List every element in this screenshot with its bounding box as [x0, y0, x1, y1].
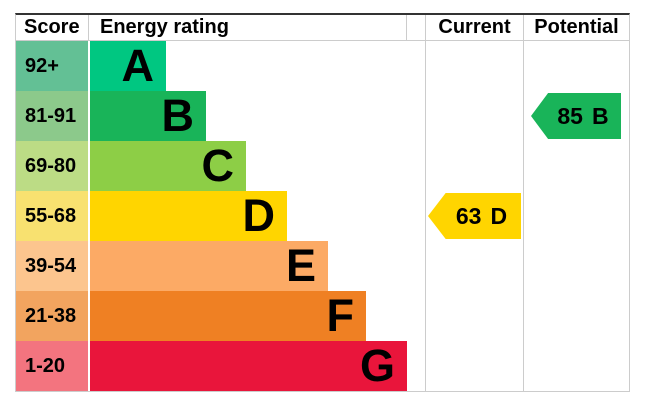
band-letter: G	[359, 340, 395, 391]
band-row: 92+ A	[16, 41, 629, 91]
band-letter: E	[285, 240, 316, 291]
header-spacer	[407, 15, 426, 40]
band-row: 81-91 B	[16, 91, 629, 141]
band-score-range: 55-68	[16, 191, 88, 241]
epc-chart-table: Score Energy rating Current Potential 92…	[15, 13, 630, 392]
current-rating-letter: D	[490, 202, 508, 229]
band-row: 39-54 E	[16, 241, 629, 291]
chart-body: 92+ A 81-91 B 69-80 C 55-68 D 39-54 E 21…	[16, 41, 629, 391]
band-letter: A	[121, 40, 155, 91]
potential-rating-letter: B	[591, 102, 609, 129]
current-column-divider	[425, 41, 426, 391]
header-score: Score	[16, 15, 89, 40]
potential-column-divider	[523, 41, 524, 391]
band-row: 69-80 C	[16, 141, 629, 191]
band-bar: G	[90, 341, 407, 391]
band-letter: B	[161, 90, 195, 141]
band-bar: F	[90, 291, 366, 341]
band-score-range: 81-91	[16, 91, 88, 141]
band-bar: D	[90, 191, 287, 241]
band-bar: C	[90, 141, 246, 191]
band-bar: A	[90, 41, 166, 91]
band-score-range: 92+	[16, 41, 88, 91]
header-potential: Potential	[534, 16, 619, 38]
band-score-range: 39-54	[16, 241, 88, 291]
header-current: Current	[426, 15, 524, 40]
band-score-range: 21-38	[16, 291, 88, 341]
band-letter: F	[326, 290, 355, 341]
header-energy-rating: Energy rating	[89, 15, 407, 40]
band-letter: C	[201, 140, 235, 191]
band-letter: D	[242, 190, 276, 241]
band-bar: B	[90, 91, 206, 141]
potential-rating-value: 85	[557, 102, 583, 129]
band-score-range: 1-20	[16, 341, 88, 391]
band-score-range: 69-80	[16, 141, 88, 191]
current-rating-value: 63	[455, 202, 482, 229]
current-rating-arrow: 63 D	[428, 193, 521, 239]
band-row: 21-38 F	[16, 291, 629, 341]
chart-header-row: Score Energy rating Current Potential	[16, 15, 629, 41]
potential-rating-arrow: 85 B	[531, 93, 621, 139]
band-row: 1-20 G	[16, 341, 629, 391]
band-bar: E	[90, 241, 328, 291]
band-row: 55-68 D	[16, 191, 629, 241]
